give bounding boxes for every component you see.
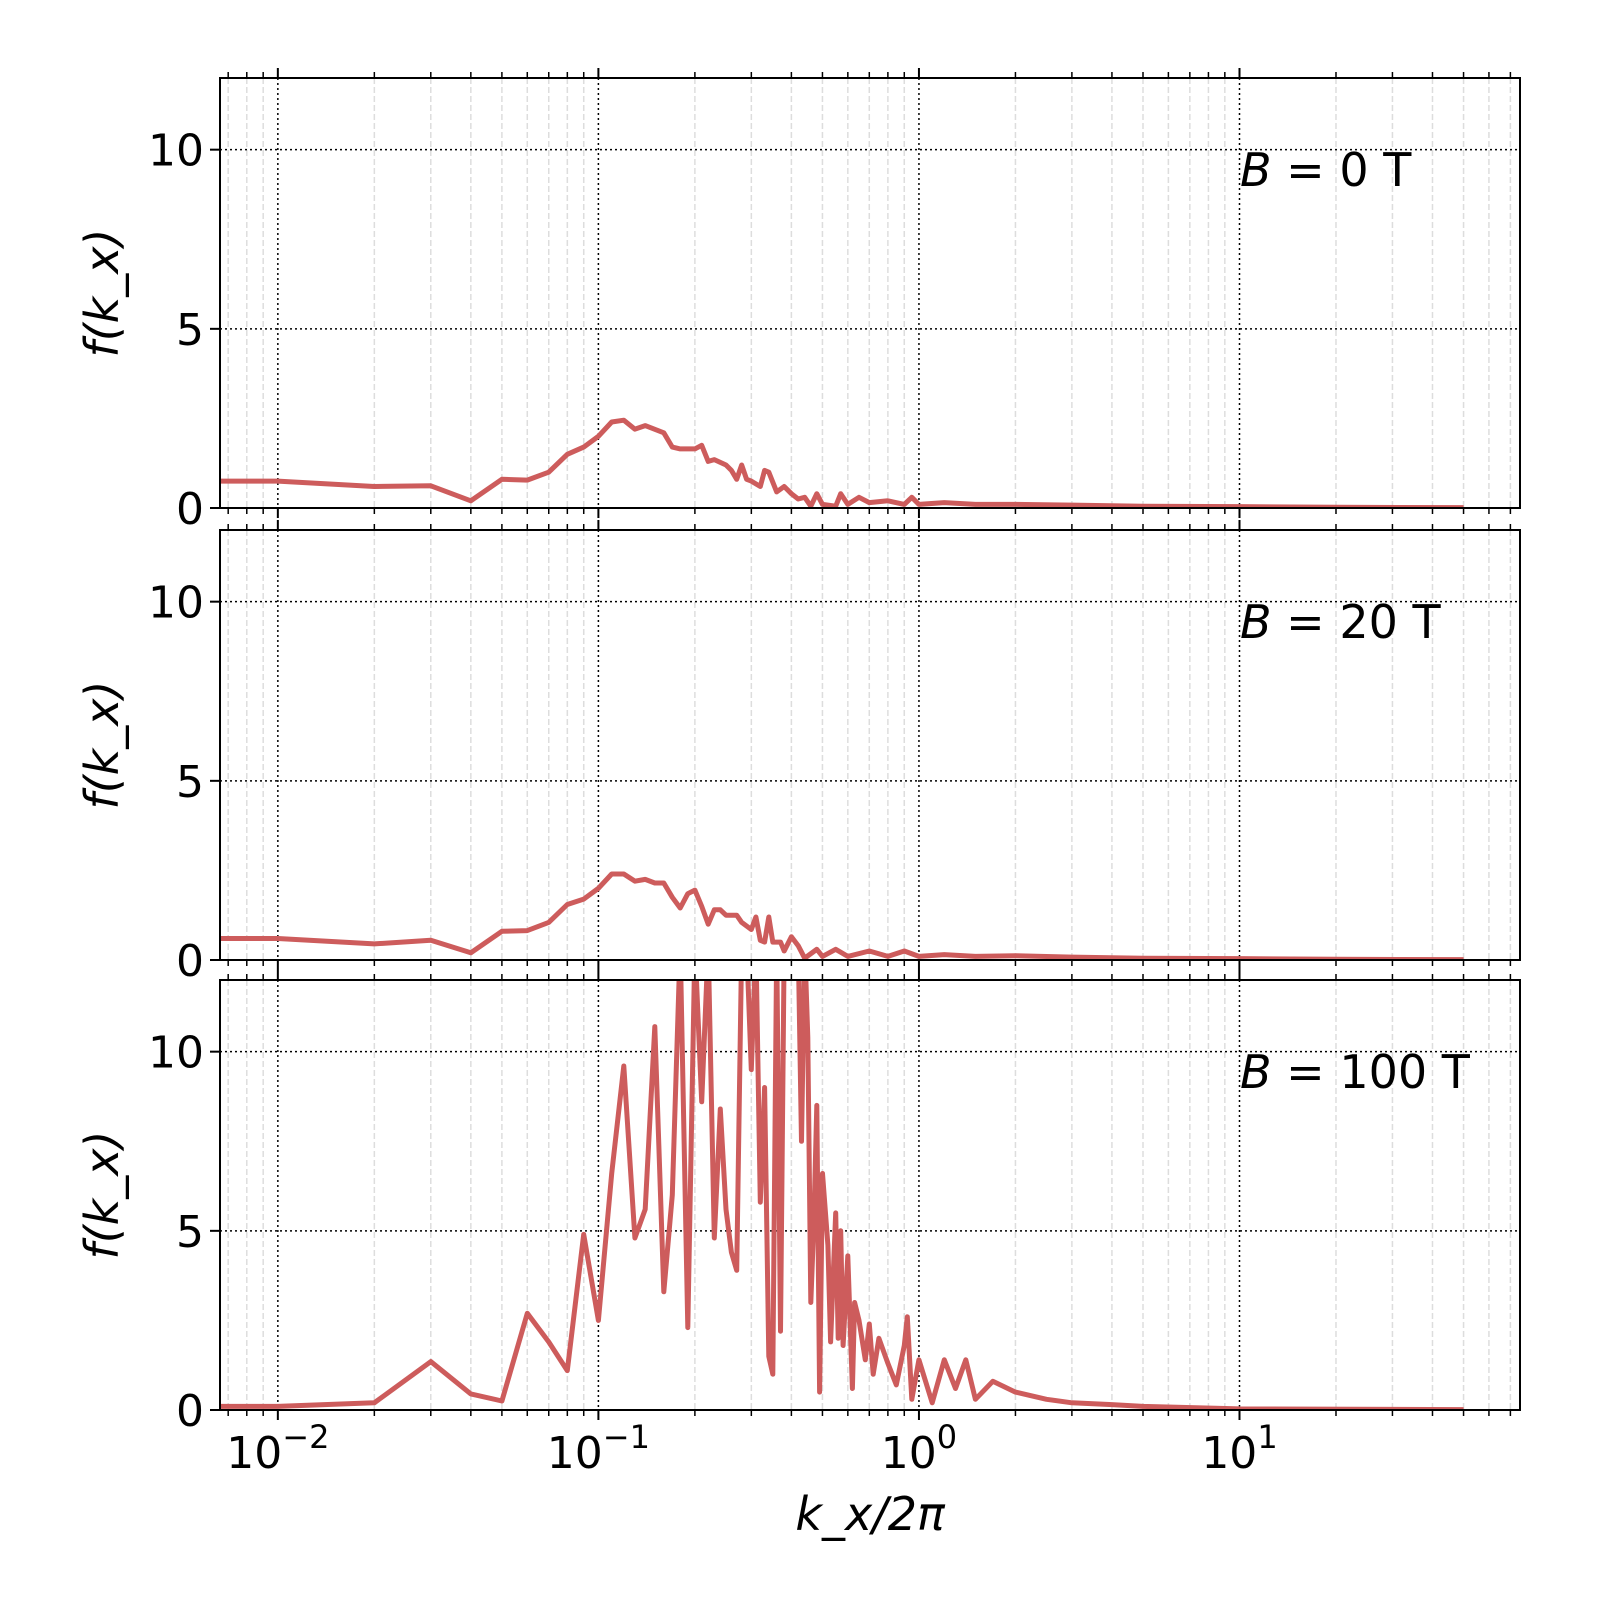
panel-annotation: B = 0 T bbox=[1240, 143, 1412, 197]
y-tick-label: 10 bbox=[148, 578, 204, 629]
panel-annotation: B = 20 T bbox=[1240, 595, 1442, 649]
axes-frame bbox=[219, 77, 1521, 509]
x-tick-label: 10−2 bbox=[226, 1418, 329, 1479]
panel-0: 0 5 10 f(k_x) B = 0 T bbox=[75, 68, 1521, 535]
y-tick-label: 10 bbox=[148, 1028, 204, 1079]
data-line-series bbox=[220, 980, 1464, 1410]
y-tick-label: 5 bbox=[176, 757, 204, 808]
y-axis-label: f(k_x) bbox=[75, 229, 129, 358]
x-tick-label: 100 bbox=[881, 1418, 957, 1479]
panel-annotation: B = 100 T bbox=[1240, 1045, 1471, 1099]
data-line-series bbox=[220, 871, 1464, 960]
x-tick-label: 10−1 bbox=[547, 1418, 650, 1479]
y-axis-label: f(k_x) bbox=[75, 1131, 129, 1260]
y-tick-label: 5 bbox=[176, 305, 204, 356]
panel-2: 0 5 10 f(k_x) B = 100 T bbox=[75, 970, 1521, 1437]
y-tick-label: 5 bbox=[176, 1207, 204, 1258]
y-tick-label: 10 bbox=[148, 126, 204, 177]
axes-frame bbox=[219, 529, 1521, 961]
y-axis-label: f(k_x) bbox=[75, 681, 129, 810]
x-axis-label: k_x/2π bbox=[795, 1487, 946, 1541]
axes-frame bbox=[219, 979, 1521, 1411]
data-line-series bbox=[220, 417, 1464, 508]
x-tick-label: 101 bbox=[1201, 1418, 1277, 1479]
y-tick-label: 0 bbox=[176, 1386, 204, 1437]
panel-1: 0 5 10 f(k_x) B = 20 T bbox=[75, 520, 1521, 987]
y-tick-label: 0 bbox=[176, 484, 204, 535]
y-tick-label: 0 bbox=[176, 936, 204, 987]
